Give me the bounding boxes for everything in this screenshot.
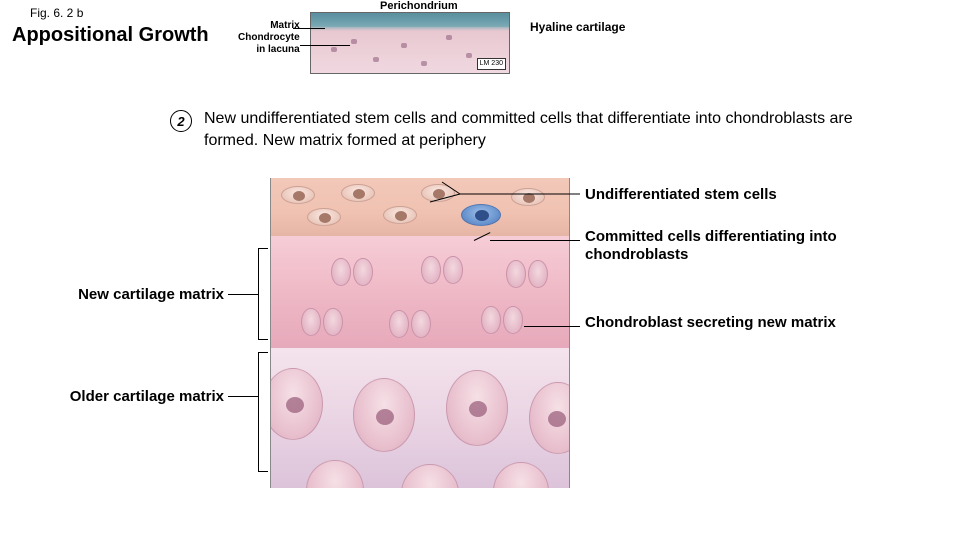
leader-line: [228, 294, 258, 295]
chondroblast-pair: [481, 306, 523, 334]
micro-cell: [401, 43, 407, 48]
step-text: New undifferentiated stem cells and comm…: [204, 108, 890, 151]
chondroblast-pair: [389, 310, 431, 338]
chondroblast: [411, 310, 431, 338]
nucleus: [293, 191, 305, 201]
label-committed: Committed cells differentiating into cho…: [585, 228, 915, 264]
chondroblast: [503, 306, 523, 334]
label-hyaline: Hyaline cartilage: [530, 20, 625, 34]
perichondrium-band: [311, 13, 509, 27]
page-title: Appositional Growth: [12, 24, 209, 47]
leader-line: [300, 45, 350, 46]
stem-cell: [341, 184, 375, 202]
chondroblast: [481, 306, 501, 334]
top-left-labels: Matrix Chondrocyte in lacuna: [238, 20, 300, 56]
scale-label: LM 230: [477, 58, 506, 70]
leader-line: [490, 240, 580, 241]
label-perichondrium: Perichondrium: [380, 0, 458, 12]
label-secreting: Chondroblast secreting new matrix: [585, 314, 865, 332]
chondroblast-pair: [506, 260, 548, 288]
nucleus: [286, 397, 304, 413]
chondroblast-pair: [301, 308, 343, 336]
nucleus: [353, 189, 365, 199]
chondroblast-pair: [421, 256, 463, 284]
figure-reference: Fig. 6. 2 b: [30, 6, 83, 20]
chondroblast: [323, 308, 343, 336]
micro-cell: [446, 35, 452, 40]
label-chondrocyte: Chondrocyte: [238, 32, 300, 44]
chondroblast: [443, 256, 463, 284]
label-in-lacuna: in lacuna: [238, 44, 300, 56]
bracket-older-matrix: [258, 352, 268, 472]
chondroblast: [421, 256, 441, 284]
micro-cell: [351, 39, 357, 44]
chondroblast-pair: [331, 258, 373, 286]
chondroblast: [506, 260, 526, 288]
micro-cell: [421, 61, 427, 66]
step-row: 2 New undifferentiated stem cells and co…: [170, 108, 890, 151]
stem-cell: [307, 208, 341, 226]
stem-cell: [281, 186, 315, 204]
nucleus: [469, 401, 487, 417]
nucleus: [548, 411, 566, 427]
leader-svg-undiff: [430, 178, 590, 218]
chondroblast: [331, 258, 351, 286]
bracket-new-matrix: [258, 248, 268, 340]
main-illustration: [270, 178, 570, 488]
chondroblast: [301, 308, 321, 336]
chondroblast: [353, 258, 373, 286]
label-new-matrix: New cartilage matrix: [54, 286, 224, 304]
label-matrix: Matrix: [238, 20, 300, 32]
micro-cell: [466, 53, 472, 58]
nucleus: [319, 213, 331, 223]
nucleus: [376, 409, 394, 425]
label-older-matrix: Older cartilage matrix: [44, 388, 224, 406]
chondrocyte: [353, 378, 415, 452]
micro-cell: [331, 47, 337, 52]
chondrocyte: [446, 370, 508, 446]
nucleus: [395, 211, 407, 221]
micro-cell: [373, 57, 379, 62]
chondroblast: [528, 260, 548, 288]
label-undifferentiated: Undifferentiated stem cells: [585, 186, 777, 204]
top-micrograph: LM 230: [310, 12, 510, 74]
stem-cell: [383, 206, 417, 224]
step-number-badge: 2: [170, 110, 192, 132]
leader-line: [524, 326, 580, 327]
leader-line: [228, 396, 258, 397]
chondroblast: [389, 310, 409, 338]
